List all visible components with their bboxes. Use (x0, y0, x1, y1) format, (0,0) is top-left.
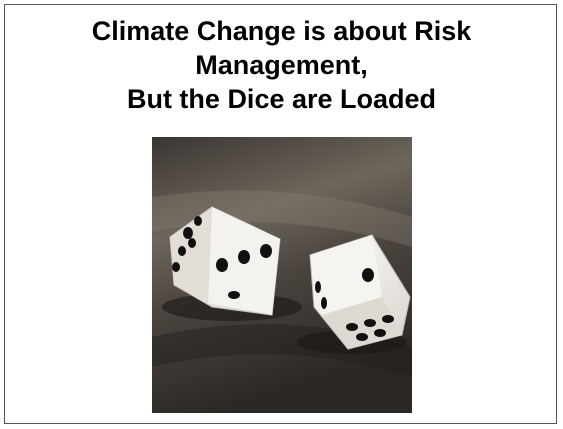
title-line: Climate Change is about Risk (91, 16, 472, 46)
slide-title: Climate Change is about Risk Management,… (0, 14, 563, 116)
die-left (169, 206, 281, 316)
title-line: But the Dice are Loaded (126, 84, 437, 114)
die-right (309, 234, 411, 350)
slide-frame (4, 4, 557, 424)
dice-photo (152, 137, 412, 413)
title-line: Management, (195, 50, 368, 80)
